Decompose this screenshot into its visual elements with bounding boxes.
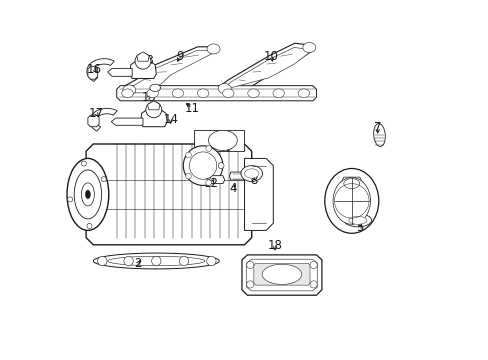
- Text: 3: 3: [199, 154, 206, 167]
- Text: 11: 11: [184, 102, 200, 114]
- Polygon shape: [223, 48, 308, 88]
- Polygon shape: [209, 176, 224, 184]
- Ellipse shape: [208, 130, 237, 150]
- Ellipse shape: [206, 44, 220, 54]
- Ellipse shape: [246, 261, 253, 269]
- Ellipse shape: [74, 170, 102, 219]
- Text: 2: 2: [134, 257, 142, 270]
- Ellipse shape: [241, 166, 262, 181]
- Text: 8: 8: [249, 174, 257, 186]
- Polygon shape: [137, 52, 149, 61]
- Polygon shape: [88, 66, 98, 79]
- Polygon shape: [244, 158, 273, 230]
- Ellipse shape: [146, 89, 158, 98]
- Ellipse shape: [197, 89, 208, 98]
- Ellipse shape: [179, 256, 188, 266]
- Ellipse shape: [172, 89, 183, 98]
- Ellipse shape: [298, 89, 309, 98]
- Polygon shape: [151, 86, 160, 91]
- Polygon shape: [87, 59, 114, 81]
- Ellipse shape: [135, 53, 151, 69]
- Polygon shape: [117, 86, 316, 101]
- Text: 1: 1: [224, 139, 232, 152]
- Polygon shape: [147, 101, 160, 110]
- Ellipse shape: [348, 216, 366, 224]
- Polygon shape: [93, 253, 219, 269]
- Polygon shape: [328, 189, 374, 213]
- Ellipse shape: [373, 123, 385, 147]
- Ellipse shape: [205, 180, 211, 186]
- Polygon shape: [229, 172, 244, 180]
- Ellipse shape: [205, 145, 211, 151]
- Ellipse shape: [145, 102, 162, 118]
- Ellipse shape: [218, 163, 224, 168]
- Polygon shape: [123, 47, 215, 95]
- Ellipse shape: [81, 161, 86, 166]
- Text: 10: 10: [264, 50, 278, 63]
- Ellipse shape: [344, 214, 371, 227]
- Ellipse shape: [81, 183, 94, 206]
- Ellipse shape: [67, 197, 73, 202]
- Polygon shape: [131, 50, 211, 93]
- Ellipse shape: [206, 256, 216, 266]
- Polygon shape: [194, 130, 244, 151]
- Text: 17: 17: [88, 107, 103, 120]
- Polygon shape: [246, 259, 317, 291]
- Ellipse shape: [309, 281, 317, 288]
- Polygon shape: [242, 255, 321, 295]
- Ellipse shape: [246, 281, 253, 288]
- Ellipse shape: [222, 89, 234, 98]
- Ellipse shape: [123, 256, 133, 266]
- Ellipse shape: [302, 42, 315, 53]
- Ellipse shape: [247, 89, 259, 98]
- Ellipse shape: [189, 152, 216, 179]
- Polygon shape: [253, 264, 309, 285]
- Text: 15: 15: [142, 91, 156, 104]
- Text: 16: 16: [86, 63, 102, 76]
- Ellipse shape: [183, 146, 223, 185]
- Text: 13: 13: [140, 54, 154, 67]
- Polygon shape: [130, 61, 156, 78]
- Polygon shape: [86, 144, 251, 245]
- Text: 14: 14: [163, 113, 178, 126]
- Ellipse shape: [185, 152, 191, 158]
- Ellipse shape: [98, 256, 107, 266]
- Ellipse shape: [218, 84, 231, 94]
- Ellipse shape: [272, 89, 284, 98]
- Ellipse shape: [309, 261, 317, 269]
- Polygon shape: [107, 68, 132, 76]
- Ellipse shape: [332, 177, 370, 224]
- Ellipse shape: [151, 256, 161, 266]
- Polygon shape: [219, 43, 312, 93]
- Polygon shape: [88, 115, 99, 127]
- Polygon shape: [89, 108, 117, 131]
- Text: 4: 4: [229, 183, 236, 195]
- Ellipse shape: [218, 163, 224, 168]
- Polygon shape: [107, 256, 204, 266]
- Text: 7: 7: [373, 121, 381, 134]
- Ellipse shape: [149, 84, 160, 91]
- Text: 5: 5: [355, 221, 363, 234]
- Ellipse shape: [262, 264, 301, 284]
- Ellipse shape: [101, 177, 106, 182]
- Ellipse shape: [122, 89, 133, 98]
- Ellipse shape: [324, 168, 378, 233]
- Ellipse shape: [85, 190, 90, 199]
- Polygon shape: [141, 110, 167, 127]
- Ellipse shape: [185, 173, 191, 179]
- Ellipse shape: [244, 169, 258, 178]
- Text: 12: 12: [203, 177, 219, 190]
- Ellipse shape: [87, 224, 92, 229]
- Polygon shape: [111, 118, 142, 125]
- Ellipse shape: [67, 158, 108, 230]
- Ellipse shape: [343, 179, 359, 189]
- Text: 18: 18: [267, 239, 282, 252]
- Text: 9: 9: [176, 50, 183, 63]
- Polygon shape: [340, 177, 362, 189]
- Text: 6: 6: [363, 192, 370, 205]
- Ellipse shape: [122, 85, 136, 95]
